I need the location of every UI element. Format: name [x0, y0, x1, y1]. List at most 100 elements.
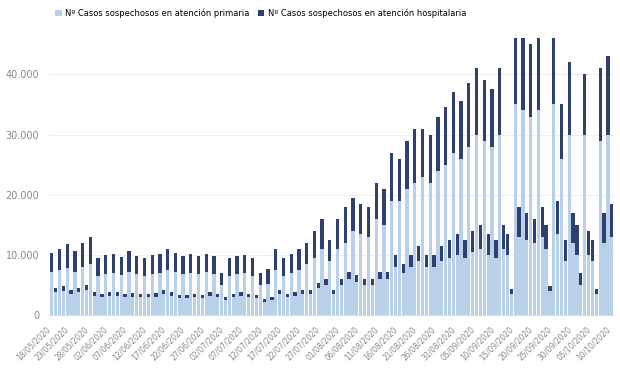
Bar: [386, 279, 389, 315]
Bar: [568, 62, 571, 135]
Bar: [367, 237, 370, 315]
Bar: [440, 246, 443, 261]
Bar: [537, 110, 540, 315]
Bar: [587, 255, 590, 315]
Bar: [591, 240, 594, 261]
Bar: [359, 234, 362, 315]
Bar: [494, 258, 497, 315]
Bar: [69, 294, 73, 315]
Bar: [177, 295, 181, 298]
Bar: [66, 244, 69, 268]
Bar: [81, 243, 84, 267]
Bar: [606, 56, 609, 135]
Bar: [575, 255, 578, 315]
Bar: [352, 231, 355, 315]
Bar: [162, 294, 166, 315]
Bar: [297, 249, 301, 270]
Bar: [467, 84, 471, 146]
Bar: [251, 276, 254, 315]
Bar: [73, 272, 76, 315]
Bar: [541, 207, 544, 237]
Bar: [598, 68, 602, 141]
Bar: [498, 68, 502, 135]
Bar: [579, 285, 582, 315]
Bar: [116, 292, 119, 296]
Bar: [397, 159, 401, 201]
Bar: [228, 258, 231, 276]
Bar: [317, 288, 320, 315]
Bar: [378, 279, 382, 315]
Bar: [255, 298, 258, 315]
Bar: [162, 290, 166, 294]
Bar: [151, 255, 154, 274]
Bar: [131, 297, 135, 315]
Bar: [394, 267, 397, 315]
Bar: [347, 272, 351, 279]
Bar: [61, 291, 65, 315]
Bar: [312, 231, 316, 258]
Bar: [506, 234, 509, 255]
Bar: [409, 267, 412, 315]
Bar: [255, 295, 258, 298]
Bar: [100, 297, 104, 315]
Bar: [236, 274, 239, 315]
Bar: [259, 285, 262, 315]
Bar: [448, 258, 451, 315]
Bar: [158, 273, 162, 315]
Bar: [487, 234, 490, 255]
Bar: [228, 276, 231, 315]
Bar: [232, 294, 235, 297]
Bar: [479, 225, 482, 249]
Bar: [127, 251, 131, 272]
Bar: [402, 273, 405, 315]
Bar: [556, 234, 559, 315]
Bar: [208, 296, 211, 315]
Bar: [224, 300, 227, 315]
Bar: [147, 297, 150, 315]
Bar: [158, 254, 162, 273]
Bar: [77, 292, 81, 315]
Bar: [518, 237, 521, 315]
Bar: [154, 297, 157, 315]
Bar: [301, 294, 304, 315]
Bar: [328, 261, 332, 315]
Bar: [432, 255, 436, 267]
Bar: [533, 243, 536, 315]
Bar: [428, 183, 432, 315]
Bar: [197, 256, 200, 274]
Bar: [525, 240, 528, 315]
Bar: [182, 256, 185, 274]
Bar: [324, 285, 327, 315]
Bar: [374, 219, 378, 315]
Bar: [143, 258, 146, 276]
Bar: [197, 274, 200, 315]
Legend: Nº Casos sospechosos en atención primaria, Nº Casos sospechosos en atención hosp: Nº Casos sospechosos en atención primari…: [53, 6, 467, 19]
Bar: [490, 146, 494, 315]
Bar: [359, 204, 362, 234]
Bar: [583, 74, 587, 135]
Bar: [383, 189, 386, 225]
Bar: [548, 291, 552, 315]
Bar: [510, 289, 513, 294]
Bar: [139, 297, 142, 315]
Bar: [352, 198, 355, 231]
Bar: [108, 292, 112, 296]
Bar: [154, 293, 157, 297]
Bar: [208, 292, 211, 296]
Bar: [518, 207, 521, 237]
Bar: [494, 240, 497, 258]
Bar: [463, 258, 467, 315]
Bar: [232, 297, 235, 315]
Bar: [166, 249, 169, 270]
Bar: [436, 171, 440, 315]
Bar: [112, 254, 115, 273]
Bar: [247, 294, 250, 297]
Bar: [212, 256, 216, 274]
Bar: [170, 296, 173, 315]
Bar: [463, 240, 467, 258]
Bar: [575, 225, 578, 255]
Bar: [135, 274, 138, 315]
Bar: [417, 246, 420, 261]
Bar: [120, 258, 123, 276]
Bar: [282, 258, 285, 276]
